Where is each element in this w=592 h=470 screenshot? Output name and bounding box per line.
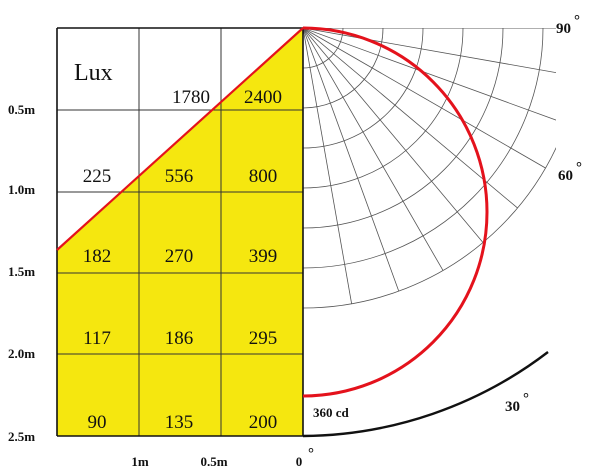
degree-symbol: ° xyxy=(574,13,580,29)
polar-grid xyxy=(303,28,556,309)
lux-value: 200 xyxy=(249,412,278,433)
lux-value: 117 xyxy=(83,328,111,349)
lux-value: 186 xyxy=(165,328,194,349)
polar-radial-line xyxy=(303,28,546,169)
lux-value: 270 xyxy=(165,246,194,267)
polar-arc xyxy=(303,28,424,149)
polar-radial-line xyxy=(303,28,556,74)
chart-borders xyxy=(56,27,304,437)
polar-radial-line xyxy=(303,28,556,121)
lux-value: 399 xyxy=(249,246,278,267)
angle-label: 30 xyxy=(505,399,520,415)
polar-arc xyxy=(303,28,504,229)
row-label: 2.5m xyxy=(8,429,35,444)
polar-diagram xyxy=(302,28,556,438)
lux-value: 800 xyxy=(249,166,278,187)
peak-intensity-label: 360 cd xyxy=(313,405,350,420)
polar-arc xyxy=(303,146,556,309)
angle-labels: 90 °60 °30 ° xyxy=(505,13,582,415)
column-label: 1m xyxy=(131,454,149,469)
polar-outer-arc xyxy=(302,351,549,438)
row-label: 1.5m xyxy=(8,264,35,279)
degree-symbol: ° xyxy=(308,446,314,462)
chart-title: Lux xyxy=(74,60,113,86)
lux-value: 225 xyxy=(83,166,112,187)
angle-label: 90 xyxy=(556,21,571,37)
polar-arc xyxy=(303,28,464,189)
polar-arc xyxy=(303,28,384,109)
lux-value: 2400 xyxy=(244,87,282,108)
polar-arc xyxy=(303,28,544,269)
row-label: 0.5m xyxy=(8,102,35,117)
polar-radial-line xyxy=(303,28,484,243)
lux-value: 182 xyxy=(83,246,112,267)
polar-radial-line xyxy=(303,28,400,292)
column-labels: 1m 0.5m 0 ° xyxy=(131,446,314,469)
lux-value: 135 xyxy=(165,412,194,433)
polar-radial-line xyxy=(303,28,353,304)
row-label: 2.0m xyxy=(8,346,35,361)
lux-value: 295 xyxy=(249,328,278,349)
column-label: 0.5m xyxy=(200,454,227,469)
column-label: 0 xyxy=(296,454,303,469)
beam-cone-area xyxy=(57,28,303,436)
lux-value: 90 xyxy=(88,412,107,433)
polar-arc xyxy=(303,28,344,69)
degree-symbol: ° xyxy=(576,160,582,176)
lux-grid-lines xyxy=(57,28,303,436)
lux-value: 556 xyxy=(165,166,194,187)
intensity-curve xyxy=(302,26,489,398)
polar-radial-line xyxy=(303,28,444,271)
angle-label: 60 xyxy=(558,168,573,184)
degree-symbol: ° xyxy=(523,391,529,407)
row-label: 1.0m xyxy=(8,182,35,197)
beam-edge-line xyxy=(56,27,304,251)
row-labels: 0.5m 1.0m 1.5m 2.0m 2.5m xyxy=(8,102,35,444)
lux-value: 1780 xyxy=(172,87,210,108)
polar-radial-line xyxy=(303,28,518,209)
lux-values: 1780 2400 225 556 800 182 270 399 117 186 295 90 135… xyxy=(83,87,282,433)
